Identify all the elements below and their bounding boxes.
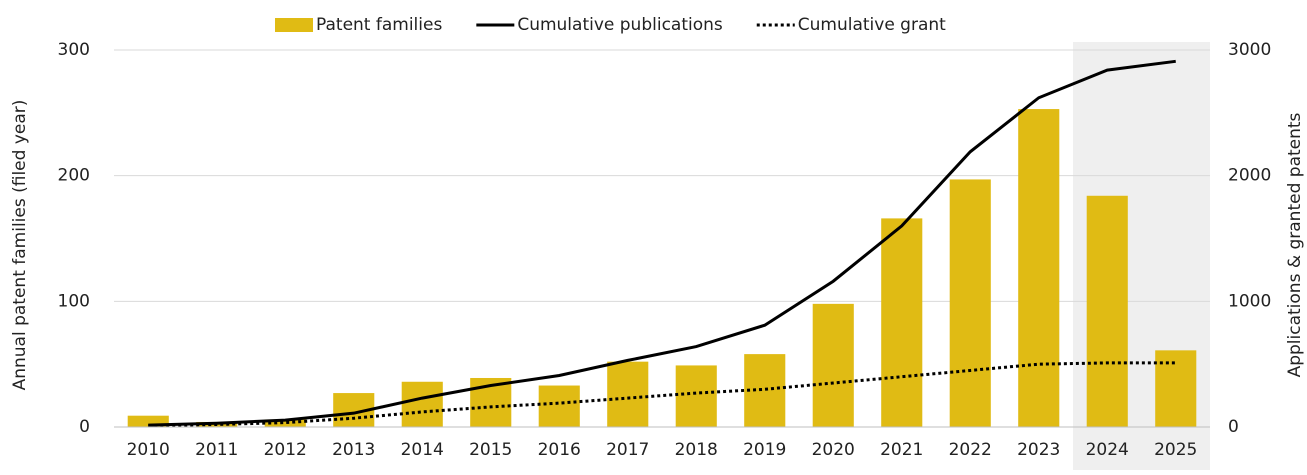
legend-label: Patent families: [316, 15, 442, 35]
legend-swatch: [275, 18, 313, 32]
y2-tick-label: 2000: [1228, 166, 1271, 186]
x-tick-label: 2018: [675, 440, 718, 460]
x-tick-label: 2014: [401, 440, 444, 460]
line: [148, 361, 1176, 428]
x-tick-label: 2011: [195, 440, 238, 460]
x-tick-label: 2021: [880, 440, 923, 460]
bar: [538, 385, 580, 427]
bar: [127, 415, 169, 427]
bar: [401, 381, 443, 427]
y2-tick-label: 3000: [1228, 40, 1271, 60]
y-tick-label: 200: [58, 166, 90, 186]
bar: [607, 361, 649, 427]
y2-tick-label: 1000: [1228, 291, 1271, 311]
y-tick-label: 300: [58, 40, 90, 60]
x-tick-label: 2012: [264, 440, 307, 460]
legend-label: Cumulative publications: [517, 15, 723, 35]
bar: [264, 419, 306, 427]
y-tick-label: 0: [79, 417, 90, 437]
x-tick-label: 2010: [127, 440, 170, 460]
x-tick-label: 2016: [538, 440, 581, 460]
y-axis-label: Annual patent families (filed year): [10, 100, 30, 391]
bar: [744, 354, 786, 427]
line: [148, 59, 1176, 427]
bar: [1018, 109, 1060, 428]
y2-tick-label: 0: [1228, 417, 1239, 437]
x-tick-label: 2019: [743, 440, 786, 460]
bar: [949, 179, 991, 427]
x-tick-label: 2013: [332, 440, 375, 460]
x-tick-label: 2025: [1154, 440, 1197, 460]
x-tick-label: 2023: [1017, 440, 1060, 460]
bar: [1086, 195, 1128, 427]
x-tick-label: 2017: [606, 440, 649, 460]
y-tick-label: 100: [58, 291, 90, 311]
legend-label: Cumulative grant: [798, 15, 946, 35]
bar: [675, 365, 717, 427]
x-tick-label: 2022: [949, 440, 992, 460]
bar: [881, 218, 923, 427]
x-tick-label: 2015: [469, 440, 512, 460]
x-tick-label: 2020: [812, 440, 855, 460]
y2-axis-label: Applications & granted patents: [1285, 112, 1305, 377]
x-tick-label: 2024: [1086, 440, 1129, 460]
bar: [812, 303, 854, 427]
